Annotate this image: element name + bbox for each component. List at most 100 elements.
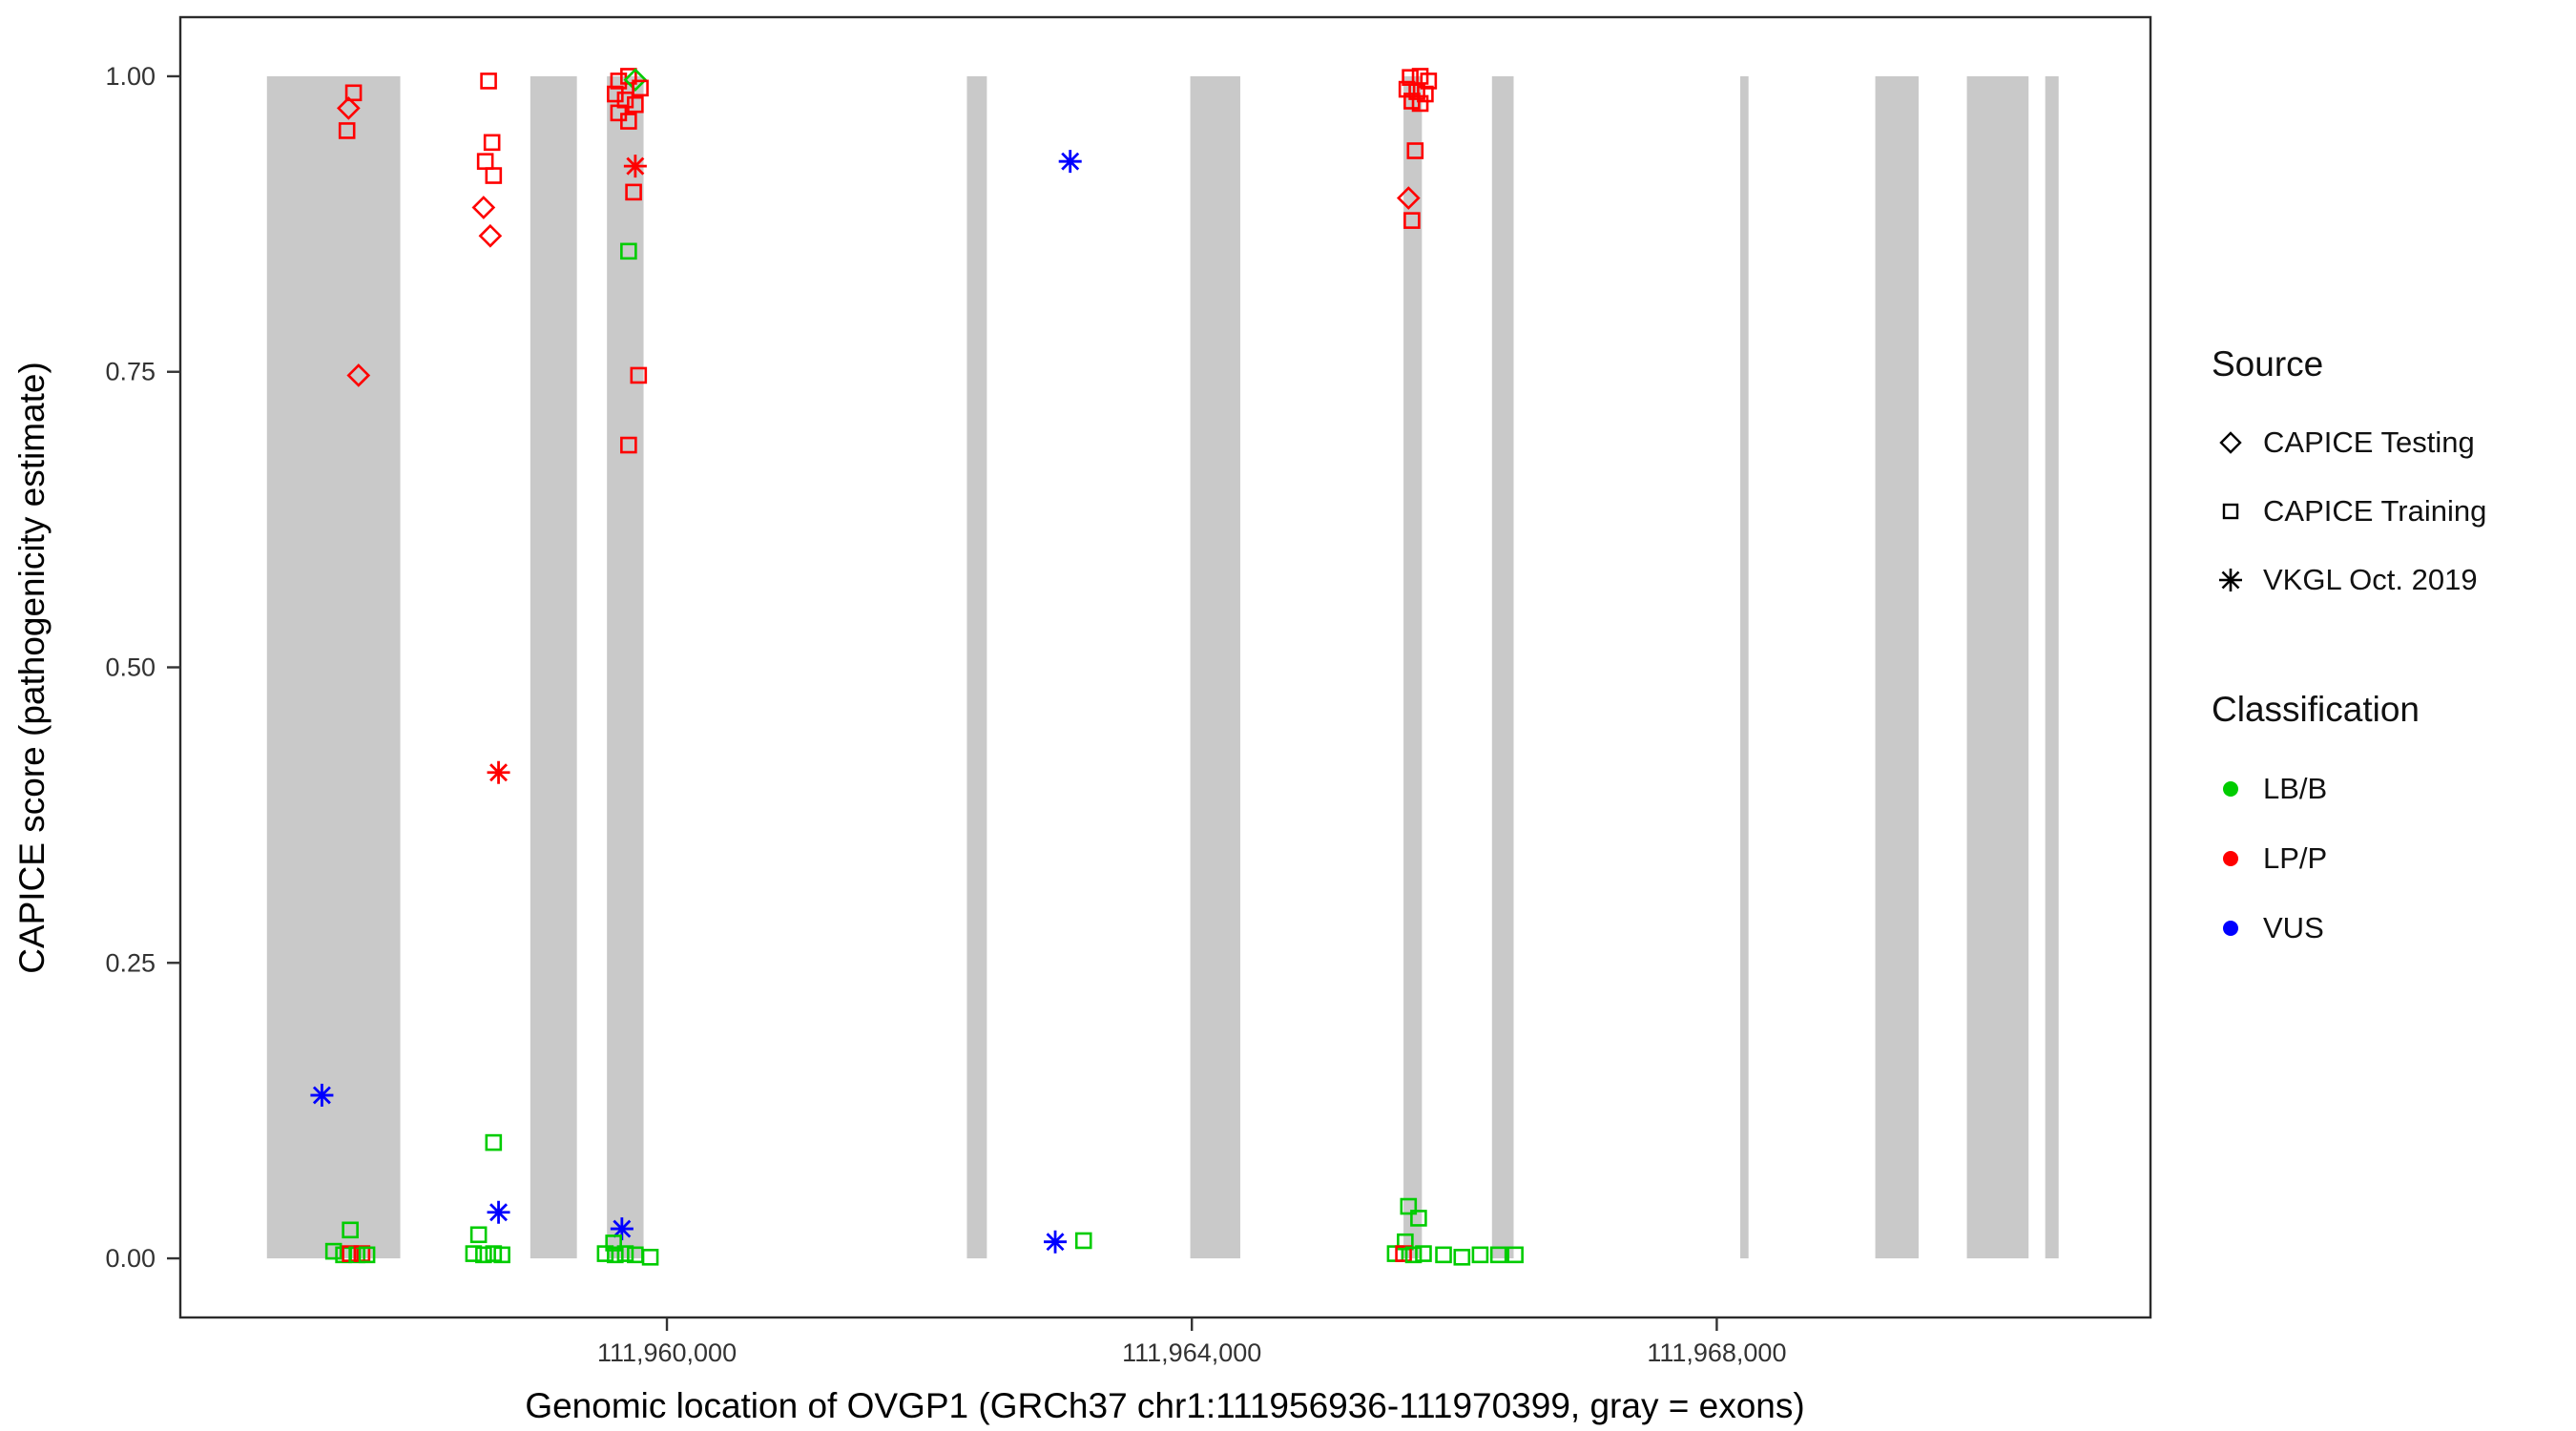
- data-point-square: [344, 84, 363, 102]
- data-point-square: [1415, 1245, 1432, 1262]
- data-point-square: [469, 1226, 488, 1244]
- data-point-square: [493, 1246, 510, 1264]
- data-point-asterisk: [1058, 150, 1082, 174]
- data-point-square: [1411, 94, 1429, 113]
- data-point-square: [620, 436, 637, 454]
- y-axis-title: CAPICE score (pathogenicity estimate): [12, 362, 52, 974]
- data-point-square: [485, 167, 503, 184]
- legend-item-lbb: LB/B: [2212, 754, 2565, 823]
- exon-band: [1190, 75, 1240, 1259]
- data-point-square: [620, 242, 637, 260]
- axis-ticks-layer: 111,960,000 111,964,000 111,968,000 1.00 0.7…: [105, 62, 1786, 1367]
- data-point-square: [338, 122, 356, 139]
- y-tick-label: 1.00: [105, 62, 156, 91]
- legend-source-group: Source CAPICE Testing CAPICE Training: [2212, 343, 2565, 614]
- data-point-square: [475, 1246, 492, 1264]
- y-tick-label: 0.25: [105, 948, 156, 977]
- data-point-diamond: [336, 96, 361, 120]
- exon-band: [1740, 75, 1749, 1259]
- exon-band: [966, 75, 987, 1259]
- exon-band: [266, 75, 401, 1259]
- data-point-square: [641, 1249, 659, 1266]
- data-point-square: [483, 134, 501, 152]
- red-dot-icon: [2212, 842, 2250, 875]
- legend-classification-group: Classification LB/B LP/P VUS: [2212, 689, 2565, 963]
- data-point-square: [324, 1242, 343, 1260]
- legend-label-vkgl: VKGL Oct. 2019: [2263, 563, 2478, 596]
- exon-band: [1403, 75, 1423, 1259]
- legend-source-title: Source: [2212, 344, 2324, 384]
- data-point-diamond: [346, 363, 371, 387]
- data-point-square: [465, 1245, 483, 1262]
- legend-item-capice-testing: CAPICE Testing: [2212, 408, 2565, 477]
- data-point-square: [480, 73, 497, 90]
- data-points-layer: [310, 68, 1524, 1266]
- exon-band: [530, 75, 577, 1259]
- x-tick-label: 111,964,000: [1122, 1338, 1261, 1367]
- exon-band: [607, 75, 644, 1259]
- legend-item-vus: VUS: [2212, 893, 2565, 963]
- data-point-square: [1398, 80, 1416, 98]
- data-point-square: [627, 95, 644, 114]
- data-point-square: [342, 1221, 359, 1239]
- y-tick-label: 0.00: [105, 1244, 156, 1273]
- x-tick-label: 111,968,000: [1647, 1338, 1786, 1367]
- data-point-diamond: [623, 68, 648, 93]
- data-point-square: [485, 1245, 503, 1262]
- plot-panel-border: [178, 15, 2152, 1319]
- data-point-diamond: [471, 196, 496, 219]
- data-point-square: [607, 1246, 624, 1264]
- legend-label-lpp: LP/P: [2263, 840, 2328, 875]
- data-point-square: [607, 85, 624, 103]
- data-point-square: [625, 183, 642, 201]
- exon-band: [1491, 75, 1514, 1259]
- exon-band: [2045, 75, 2059, 1259]
- data-point-asterisk: [1044, 1230, 1068, 1254]
- data-point-square: [1489, 1246, 1507, 1264]
- x-axis-title: Genomic location of OVGP1 (GRCh37 chr1:1…: [525, 1386, 1804, 1425]
- legend-label-capice-testing: CAPICE Testing: [2263, 425, 2475, 459]
- legend-classification-title: Classification: [2212, 690, 2420, 729]
- data-point-square: [485, 1133, 503, 1151]
- data-point-asterisk: [310, 1084, 334, 1108]
- legend-item-capice-training: CAPICE Training: [2212, 477, 2565, 546]
- legend-item-lpp: LP/P: [2212, 823, 2565, 893]
- legend-panel: Source CAPICE Testing CAPICE Training: [2212, 343, 2565, 963]
- data-point-square: [630, 366, 648, 384]
- data-point-square: [1395, 1245, 1412, 1262]
- legend-item-vkgl: VKGL Oct. 2019: [2212, 546, 2565, 614]
- green-dot-icon: [2212, 773, 2250, 805]
- data-point-square: [605, 1234, 622, 1252]
- data-point-square: [1403, 212, 1421, 229]
- exon-bands-layer: [266, 75, 2059, 1259]
- data-point-diamond: [1396, 186, 1421, 210]
- data-point-asterisk: [623, 155, 647, 178]
- data-point-asterisk: [487, 1200, 510, 1224]
- data-point-diamond: [478, 223, 503, 248]
- data-point-square: [1406, 142, 1424, 159]
- data-point-square: [1471, 1246, 1489, 1264]
- legend-label-lbb: LB/B: [2263, 771, 2328, 805]
- blue-dot-icon: [2212, 912, 2250, 944]
- x-tick-label: 111,960,000: [597, 1338, 737, 1367]
- data-point-square: [1404, 1246, 1423, 1264]
- data-point-square: [632, 79, 649, 97]
- exon-band: [1966, 75, 2029, 1259]
- exon-band: [1875, 75, 1919, 1259]
- data-point-asterisk: [610, 1217, 634, 1241]
- data-point-square: [476, 153, 494, 170]
- data-point-square: [1074, 1232, 1092, 1250]
- data-point-square: [1400, 1197, 1418, 1215]
- data-point-square: [1435, 1246, 1452, 1264]
- data-point-square: [1453, 1249, 1471, 1266]
- data-point-square: [616, 1245, 634, 1262]
- data-point-square: [358, 1246, 376, 1264]
- square-icon: [2212, 495, 2250, 528]
- data-point-square: [1506, 1246, 1524, 1264]
- data-point-square: [1410, 1210, 1427, 1227]
- data-point-square: [1408, 83, 1425, 100]
- data-point-square: [596, 1245, 614, 1262]
- diamond-icon: [2212, 426, 2250, 459]
- legend-label-vus: VUS: [2263, 910, 2324, 944]
